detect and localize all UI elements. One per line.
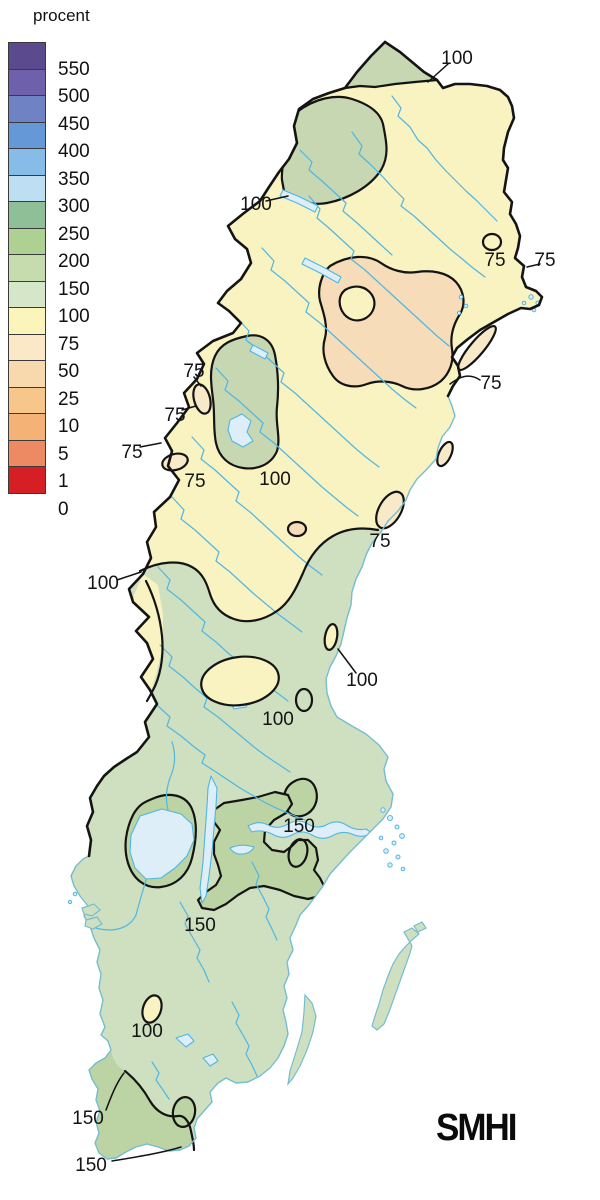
legend-value-label: 75: [58, 333, 80, 355]
country-border: [85, 40, 544, 858]
contour-label: 150: [75, 1155, 107, 1176]
contour-label: 100: [346, 670, 378, 691]
legend-color-swatch: [8, 333, 46, 361]
rivers: [87, 95, 498, 1100]
legend-title: procent: [33, 6, 90, 25]
contour-label: 150: [72, 1108, 104, 1129]
contour-label: 100: [441, 48, 473, 69]
legend-color-swatch: [8, 148, 46, 176]
contour-label: 150: [283, 816, 315, 837]
legend-value-label: 100: [58, 306, 90, 327]
legend-color-swatch: [8, 95, 46, 123]
legend-value-label: 25: [58, 388, 80, 410]
legend-value-label: 50: [58, 361, 80, 382]
label-leaders: [105, 63, 541, 1162]
contour-label: 150: [184, 915, 216, 936]
contour-label: 75: [183, 361, 204, 382]
legend-color-swatch: [8, 439, 46, 467]
legend-value-label: 5: [58, 443, 69, 465]
lakes: [129, 189, 373, 1067]
contour-label: 100: [131, 1021, 163, 1042]
legend-value-label: 0: [58, 498, 69, 520]
legend-color-swatch: [8, 121, 46, 149]
legend-color-swatch: [8, 466, 46, 494]
legend-color-swatch: [8, 280, 46, 308]
legend-color-swatch: [8, 254, 46, 282]
legend-color-swatch: [8, 201, 46, 229]
contour-label: 100: [240, 194, 272, 215]
legend-value-label: 200: [58, 251, 90, 272]
contour-label: 75: [480, 373, 501, 394]
legend-color-swatch: [8, 307, 46, 335]
contour-label: 75: [164, 405, 185, 426]
legend-value-label: 350: [58, 168, 90, 190]
legend-value-label: 550: [58, 58, 90, 80]
contour-label: 100: [262, 709, 294, 730]
contour-label: 75: [484, 250, 505, 271]
contour-label: 75: [369, 531, 390, 552]
legend-value-label: 400: [58, 141, 90, 162]
archipelago-specks: [67, 294, 541, 905]
contour-label: 75: [534, 250, 555, 271]
smhi-logo: SMHI: [436, 1106, 517, 1149]
contour-label: 75: [184, 471, 205, 492]
legend-color-swatch: [8, 386, 46, 414]
legend-value-label: 250: [58, 223, 90, 245]
legend-color-scale: [8, 42, 46, 494]
legend-value-label: 450: [58, 113, 90, 135]
legend-value-label: 300: [58, 196, 90, 217]
contour-labels: 100 100 75 75 75 75 75 75 75 100 75 100 100 100 150 150…: [72, 48, 555, 1176]
contour-lines: [123, 78, 439, 1152]
legend-color-swatch: [8, 413, 46, 441]
islands: [81, 903, 427, 1087]
legend-value-label: 1: [58, 471, 69, 492]
legend-value-label: 150: [58, 278, 90, 300]
contour-label: 100: [259, 469, 291, 490]
legend-value-labels: 550 500 450 400 350 300 250 200 150 100 75 50 25 10 5 1…: [58, 42, 118, 522]
legend-value-label: 10: [58, 416, 80, 437]
legend-color-swatch: [8, 68, 46, 96]
legend-value-label: 500: [58, 86, 90, 107]
legend-color-swatch: [8, 360, 46, 388]
contour-label: 75: [121, 442, 142, 463]
legend-color-swatch: [8, 42, 46, 70]
legend-color-swatch: [8, 227, 46, 255]
contour-label: 100: [87, 573, 119, 594]
legend-color-swatch: [8, 174, 46, 202]
